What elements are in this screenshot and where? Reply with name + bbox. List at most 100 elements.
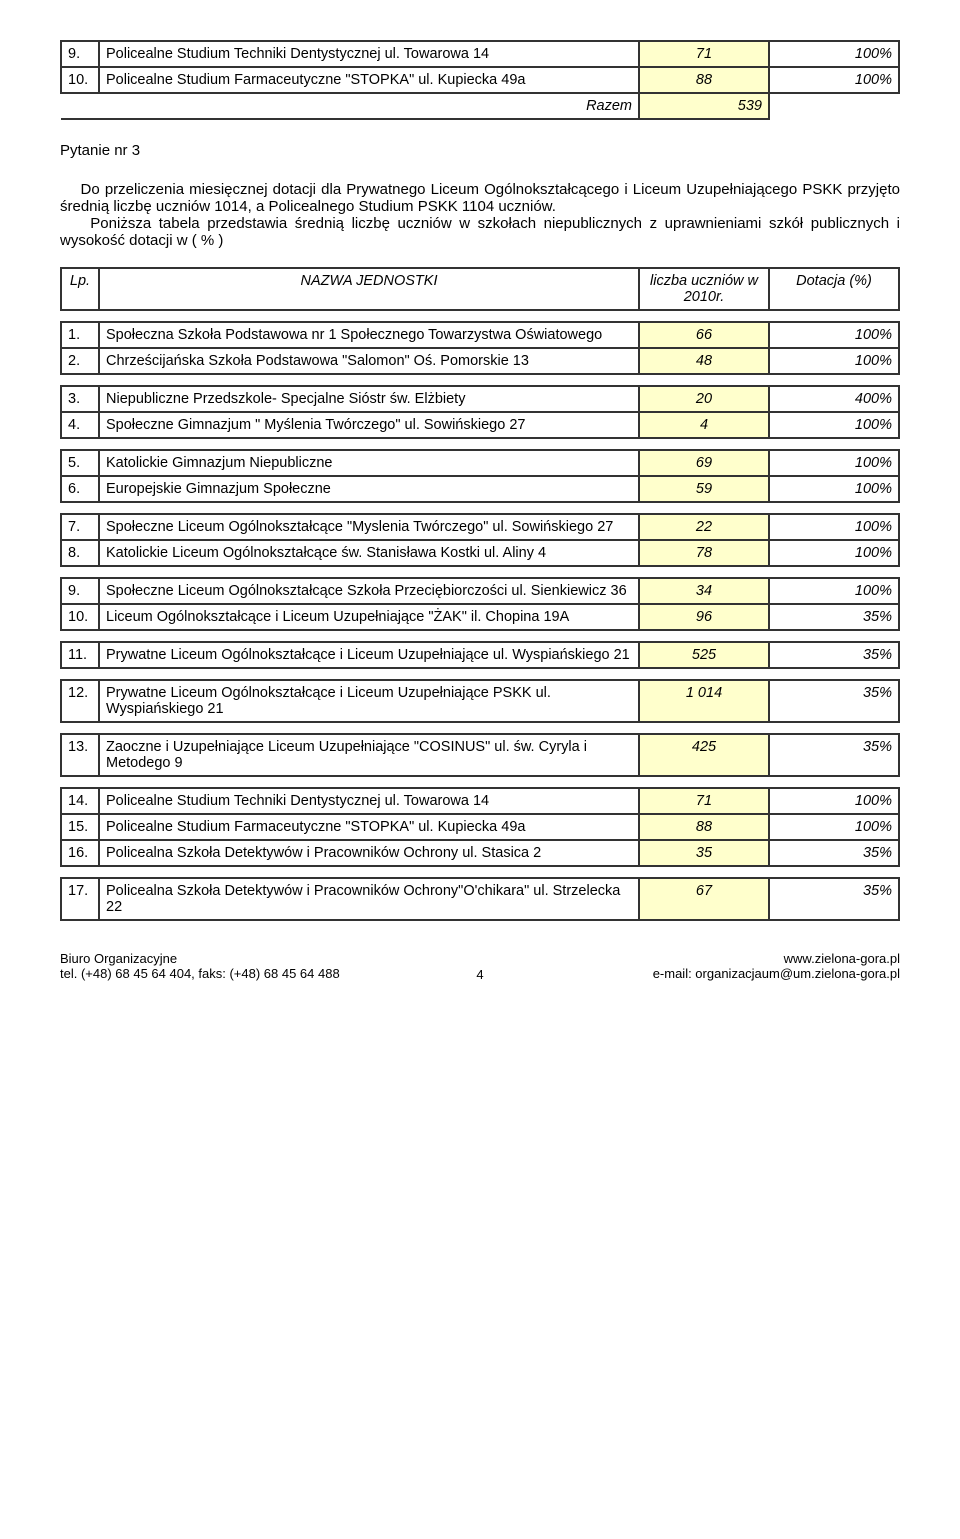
cell-pct: 400% (769, 386, 899, 412)
cell-num: 88 (639, 67, 769, 93)
cell-name: Prywatne Liceum Ogólnokształcące i Liceu… (99, 680, 639, 722)
cell-lp: 4. (61, 412, 99, 438)
cell-lp: 6. (61, 476, 99, 502)
cell-num: 1 014 (639, 680, 769, 722)
table-row: 12.Prywatne Liceum Ogólnokształcące i Li… (61, 680, 899, 722)
cell-pct: 100% (769, 41, 899, 67)
cell-pct: 100% (769, 348, 899, 374)
cell-num: 71 (639, 788, 769, 814)
table-row: 3.Niepubliczne Przedszkole- Specjalne Si… (61, 386, 899, 412)
cell-num: 69 (639, 450, 769, 476)
cell-pct: 100% (769, 788, 899, 814)
cell-lp: 10. (61, 67, 99, 93)
group-table: 11.Prywatne Liceum Ogólnokształcące i Li… (60, 641, 900, 669)
cell-pct: 35% (769, 604, 899, 630)
cell-lp: 14. (61, 788, 99, 814)
group-table: 13.Zaoczne i Uzupełniające Liceum Uzupeł… (60, 733, 900, 777)
table-row: 10.Liceum Ogólnokształcące i Liceum Uzup… (61, 604, 899, 630)
cell-name: Policealne Studium Farmaceutyczne "STOPK… (99, 814, 639, 840)
table-row: 10.Policealne Studium Farmaceutyczne "ST… (61, 67, 899, 93)
cell-lp: 11. (61, 642, 99, 668)
table-row: 7.Społeczne Liceum Ogólnokształcące "Mys… (61, 514, 899, 540)
table-row: 5.Katolickie Gimnazjum Niepubliczne69100… (61, 450, 899, 476)
cell-name: Policealna Szkoła Detektywów i Pracownik… (99, 840, 639, 866)
cell-lp: 8. (61, 540, 99, 566)
cell-lp: 12. (61, 680, 99, 722)
cell-lp: 13. (61, 734, 99, 776)
cell-pct: 100% (769, 540, 899, 566)
main-table: Lp. NAZWA JEDNOSTKI liczba uczniów w 201… (60, 267, 900, 311)
cell-pct: 100% (769, 476, 899, 502)
footer-right-1: www.zielona-gora.pl (784, 951, 900, 966)
table-row: 9.Społeczne Liceum Ogólnokształcące Szko… (61, 578, 899, 604)
footer-left-1: Biuro Organizacyjne (60, 951, 177, 966)
cell-name: Społeczne Liceum Ogólnokształcące "Mysle… (99, 514, 639, 540)
cell-pct: 100% (769, 450, 899, 476)
cell-name: Katolickie Gimnazjum Niepubliczne (99, 450, 639, 476)
th-lp: Lp. (61, 268, 99, 310)
cell-num: 425 (639, 734, 769, 776)
cell-name: Liceum Ogólnokształcące i Liceum Uzupełn… (99, 604, 639, 630)
cell-lp: 1. (61, 322, 99, 348)
table-row: 14.Policealne Studium Techniki Dentystyc… (61, 788, 899, 814)
cell-name: Chrześcijańska Szkoła Podstawowa "Salomo… (99, 348, 639, 374)
cell-pct: 100% (769, 578, 899, 604)
cell-pct: 35% (769, 680, 899, 722)
cell-num: 48 (639, 348, 769, 374)
question-title: Pytanie nr 3 (60, 142, 900, 159)
th-pct: Dotacja (%) (769, 268, 899, 310)
cell-lp: 17. (61, 878, 99, 920)
cell-pct: 35% (769, 878, 899, 920)
cell-lp: 3. (61, 386, 99, 412)
cell-num: 71 (639, 41, 769, 67)
table-row: 2.Chrześcijańska Szkoła Podstawowa "Salo… (61, 348, 899, 374)
cell-num: 34 (639, 578, 769, 604)
table-row: 8.Katolickie Liceum Ogólnokształcące św.… (61, 540, 899, 566)
cell-num: 78 (639, 540, 769, 566)
question-body: Do przeliczenia miesięcznej dotacji dla … (60, 181, 900, 249)
cell-pct: 35% (769, 642, 899, 668)
cell-pct: 100% (769, 67, 899, 93)
cell-num: 22 (639, 514, 769, 540)
table-row: 4.Społeczne Gimnazjum " Myślenia Twórcze… (61, 412, 899, 438)
cell-num: 525 (639, 642, 769, 668)
cell-name: Niepubliczne Przedszkole- Specjalne Siós… (99, 386, 639, 412)
top-continuation-table: 9.Policealne Studium Techniki Dentystycz… (60, 40, 900, 120)
cell-num: 96 (639, 604, 769, 630)
group-table: 3.Niepubliczne Przedszkole- Specjalne Si… (60, 385, 900, 439)
group-table: 17.Policealna Szkoła Detektywów i Pracow… (60, 877, 900, 921)
cell-lp: 9. (61, 578, 99, 604)
cell-name: Katolickie Liceum Ogólnokształcące św. S… (99, 540, 639, 566)
cell-lp: 5. (61, 450, 99, 476)
cell-pct: 35% (769, 840, 899, 866)
cell-num: 66 (639, 322, 769, 348)
table-row: 1.Społeczna Szkoła Podstawowa nr 1 Społe… (61, 322, 899, 348)
cell-lp: 7. (61, 514, 99, 540)
group-table: 1.Społeczna Szkoła Podstawowa nr 1 Społe… (60, 321, 900, 375)
cell-num: 35 (639, 840, 769, 866)
cell-name: Europejskie Gimnazjum Społeczne (99, 476, 639, 502)
cell-name: Zaoczne i Uzupełniające Liceum Uzupełnia… (99, 734, 639, 776)
table-row: 11.Prywatne Liceum Ogólnokształcące i Li… (61, 642, 899, 668)
cell-lp: 2. (61, 348, 99, 374)
table-row: 15.Policealne Studium Farmaceutyczne "ST… (61, 814, 899, 840)
cell-lp: 15. (61, 814, 99, 840)
razem-value: 539 (639, 93, 769, 119)
cell-name: Społeczne Gimnazjum " Myślenia Twórczego… (99, 412, 639, 438)
cell-lp: 9. (61, 41, 99, 67)
razem-label: Razem (586, 98, 632, 114)
cell-num: 4 (639, 412, 769, 438)
group-table: 5.Katolickie Gimnazjum Niepubliczne69100… (60, 449, 900, 503)
cell-num: 67 (639, 878, 769, 920)
table-row: 17.Policealna Szkoła Detektywów i Pracow… (61, 878, 899, 920)
cell-name: Prywatne Liceum Ogólnokształcące i Liceu… (99, 642, 639, 668)
cell-name: Policealne Studium Farmaceutyczne "STOPK… (99, 67, 639, 93)
cell-pct: 35% (769, 734, 899, 776)
cell-num: 88 (639, 814, 769, 840)
cell-pct: 100% (769, 814, 899, 840)
group-table: 9.Społeczne Liceum Ogólnokształcące Szko… (60, 577, 900, 631)
group-table: 7.Społeczne Liceum Ogólnokształcące "Mys… (60, 513, 900, 567)
cell-name: Policealne Studium Techniki Dentystyczne… (99, 41, 639, 67)
group-table: 12.Prywatne Liceum Ogólnokształcące i Li… (60, 679, 900, 723)
cell-name: Społeczna Szkoła Podstawowa nr 1 Społecz… (99, 322, 639, 348)
